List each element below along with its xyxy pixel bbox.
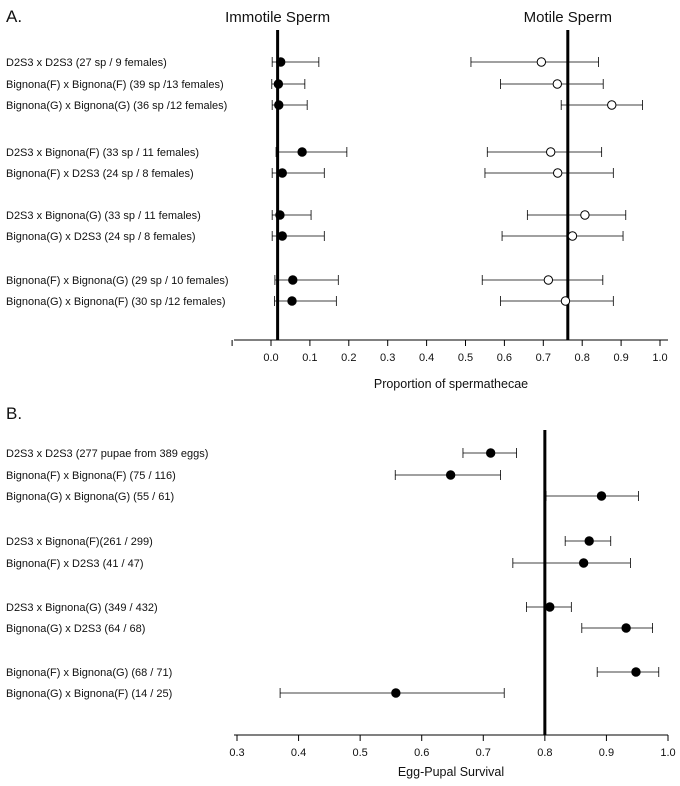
panel-b-x-ticks: 0.3 0.4 0.5 0.6 0.7 0.8 0.9 1.0 — [229, 735, 676, 759]
immotile-point — [277, 231, 287, 241]
panel-b-letter: B. — [6, 404, 22, 423]
panel-a-row: Bignona(F) x Bignona(G) (29 sp / 10 fema… — [6, 275, 604, 287]
panel-b-row-label: Bignona(G) x Bignona(G) (55 / 61) — [6, 491, 174, 503]
panel-a-row: Bignona(F) x Bignona(F) (39 sp /13 femal… — [6, 79, 604, 91]
panel-a-row-label: Bignona(F) x Bignona(G) (29 sp / 10 fema… — [6, 275, 229, 287]
panel-b-x-tick-label: 0.5 — [352, 747, 367, 759]
panel-b-row: Bignona(F) x Bignona(G) (68 / 71) — [6, 667, 660, 679]
panel-a-row-label: Bignona(F) x D2S3 (24 sp / 8 females) — [6, 168, 194, 180]
panel-a-row: Bignona(F) x D2S3 (24 sp / 8 females) — [6, 168, 614, 180]
panel-a-row-label: Bignona(F) x Bignona(F) (39 sp /13 femal… — [6, 79, 224, 91]
panel-a-x-ticks: 0.0 0.1 0.2 0.3 0.4 0.5 0.6 0.7 0.8 0.9 1.0 — [231, 340, 668, 364]
panel-a-row: Bignona(G) x D2S3 (24 sp / 8 females) — [6, 231, 624, 243]
panel-a-header-label: Motile Sperm — [524, 9, 612, 26]
motile-point — [552, 79, 563, 89]
motile-point — [580, 210, 590, 220]
panel-b-row-label: Bignona(F) x D2S3 (41 / 47) — [6, 558, 144, 570]
panel-a-x-tick-label: 0.7 — [536, 352, 551, 364]
motile-point — [552, 168, 563, 178]
immotile-point — [288, 275, 298, 285]
panel-a-row-label: D2S3 x D2S3 (27 sp / 9 females) — [6, 57, 167, 69]
motile-point — [543, 275, 554, 285]
immotile-point — [287, 296, 297, 306]
survival-point — [391, 688, 401, 698]
panel-b-row: D2S3 x D2S3 (277 pupae from 389 eggs) — [6, 448, 517, 460]
panel-b-row: D2S3 x Bignona(G) (349 / 432) — [6, 602, 572, 614]
motile-point — [536, 57, 547, 67]
panel-b-x-tick-label: 0.4 — [291, 747, 306, 759]
panel-a-row-label: Bignona(G) x Bignona(G) (36 sp /12 femal… — [6, 100, 227, 112]
panel-b-row-label: Bignona(F) x Bignona(F) (75 / 116) — [6, 470, 176, 482]
panel-a-row: Bignona(G) x Bignona(G) (36 sp /12 femal… — [6, 100, 643, 112]
panel-b-row: D2S3 x Bignona(F)(261 / 299) — [6, 536, 612, 548]
immotile-point — [297, 147, 307, 157]
panel-a-x-tick-label: 0.1 — [302, 352, 317, 364]
panel-a-x-axis-title: Proportion of spermathecae — [374, 377, 528, 391]
panel-b-row-label: Bignona(G) x D2S3 (64 / 68) — [6, 623, 145, 635]
panel-a-x-tick-label: 0.4 — [419, 352, 434, 364]
panel-b-row: Bignona(G) x D2S3 (64 / 68) — [6, 623, 654, 635]
panel-a-x-tick-label: 0.5 — [458, 352, 473, 364]
panel-b-x-tick-label: 0.8 — [537, 747, 552, 759]
panel-a-letter: A. — [6, 7, 22, 26]
survival-point — [545, 602, 555, 612]
panel-b-x-tick-label: 1.0 — [660, 747, 675, 759]
panel-a-x-tick-label: 1.0 — [652, 352, 667, 364]
panel-b-x-tick-label: 0.9 — [599, 747, 614, 759]
panel-a-row-label: Bignona(G) x D2S3 (24 sp / 8 females) — [6, 231, 196, 243]
panel-a-row: D2S3 x Bignona(G) (33 sp / 11 females) — [6, 210, 627, 222]
panel-a-header-label: Immotile Sperm — [225, 9, 330, 26]
immotile-point — [274, 100, 284, 110]
panel-a-x-tick-label: 0.8 — [575, 352, 590, 364]
panel-a: A. 0.0 0.1 0.2 0.3 0.4 0.5 0.6 0.7 0.8 0.9 1.0 Imm… — [6, 7, 668, 391]
panel-b-row: Bignona(G) x Bignona(F) (14 / 25) — [6, 688, 505, 700]
panel-a-rows: D2S3 x D2S3 (27 sp / 9 females) Bignona(F… — [6, 57, 643, 308]
survival-point — [445, 470, 456, 480]
motile-point — [560, 296, 571, 306]
immotile-point — [275, 210, 285, 220]
panel-a-row: D2S3 x D2S3 (27 sp / 9 females) — [6, 57, 599, 69]
panel-b-row-label: D2S3 x Bignona(F)(261 / 299) — [6, 536, 153, 548]
motile-point — [545, 147, 556, 157]
panel-b-row: Bignona(F) x D2S3 (41 / 47) — [6, 558, 631, 570]
immotile-point — [277, 168, 287, 178]
motile-point — [607, 100, 617, 110]
panel-a-row-label: D2S3 x Bignona(G) (33 sp / 11 females) — [6, 210, 201, 222]
panel-a-x-tick-label: 0.6 — [497, 352, 512, 364]
immotile-point — [273, 79, 284, 89]
survival-point — [596, 491, 607, 501]
panel-b-rows: D2S3 x D2S3 (277 pupae from 389 eggs) Big… — [6, 448, 660, 700]
panel-b-row: Bignona(F) x Bignona(F) (75 / 116) — [6, 470, 501, 482]
panel-a-x-tick-label: 0.0 — [263, 352, 278, 364]
panel-a-x-tick-label: 0.2 — [341, 352, 356, 364]
immotile-point — [276, 57, 286, 67]
panel-a-x-tick-label: 0.9 — [613, 352, 628, 364]
panel-a-row: Bignona(G) x Bignona(F) (30 sp /12 femal… — [6, 296, 614, 308]
panel-a-row: D2S3 x Bignona(F) (33 sp / 11 females) — [6, 147, 603, 159]
panel-b-row-label: Bignona(F) x Bignona(G) (68 / 71) — [6, 667, 172, 679]
motile-point — [567, 231, 578, 241]
panel-b-x-tick-label: 0.3 — [229, 747, 244, 759]
panel-b-row-label: D2S3 x Bignona(G) (349 / 432) — [6, 602, 158, 614]
panel-b-x-tick-label: 0.7 — [476, 747, 491, 759]
panel-b-row: Bignona(G) x Bignona(G) (55 / 61) — [6, 491, 639, 503]
survival-point — [578, 558, 589, 568]
survival-point — [485, 448, 496, 458]
panel-a-row-label: D2S3 x Bignona(F) (33 sp / 11 females) — [6, 147, 199, 159]
panel-b-x-tick-label: 0.6 — [414, 747, 429, 759]
panel-a-row-label: Bignona(G) x Bignona(F) (30 sp /12 femal… — [6, 296, 226, 308]
survival-point — [631, 667, 641, 677]
panel-b-row-label: Bignona(G) x Bignona(F) (14 / 25) — [6, 688, 172, 700]
panel-b-x-axis-title: Egg-Pupal Survival — [398, 765, 504, 779]
panel-b-row-label: D2S3 x D2S3 (277 pupae from 389 eggs) — [6, 448, 208, 460]
panel-a-x-tick-label: 0.3 — [380, 352, 395, 364]
survival-point — [621, 623, 631, 633]
survival-point — [584, 536, 594, 546]
panel-b: B. 0.3 0.4 0.5 0.6 0.7 0.8 0.9 1.0 D2S3 x D2S3 … — [6, 404, 676, 779]
